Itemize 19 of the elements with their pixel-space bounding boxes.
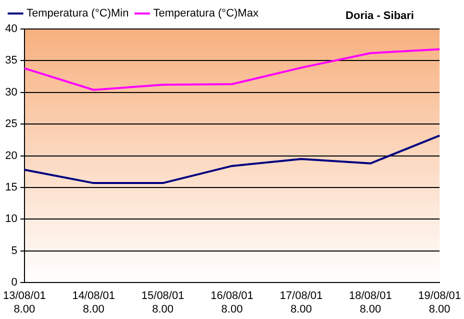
x-tick-label: 16/08/01 8.00 <box>210 290 254 316</box>
y-tick-label: 40 <box>5 23 18 36</box>
y-tick-label: 20 <box>5 150 18 162</box>
y-tick-label: 35 <box>5 54 18 67</box>
y-tick-label: 10 <box>5 213 18 226</box>
y-tick-label: 5 <box>11 244 18 257</box>
x-tick-label: 15/08/01 8.00 <box>141 290 184 316</box>
y-tick-label: 30 <box>5 86 18 98</box>
y-tick-label: 0 <box>11 276 18 289</box>
legend-label: Temperatura (°C)Min <box>26 8 129 20</box>
legend-label: Temperatura (°C)Max <box>153 8 259 20</box>
y-tick-label: 15 <box>5 182 18 194</box>
x-tick-label: 14/08/01 8.00 <box>72 290 116 316</box>
x-tick-label: 18/08/01 8.00 <box>348 290 392 316</box>
chart-title: Doria - Sibari <box>346 10 414 22</box>
x-tick-label: 19/08/01 8.00 <box>418 290 462 316</box>
x-tick-label: 17/08/01 8.00 <box>280 290 323 316</box>
x-tick-label: 13/08/01 8.00 <box>2 290 46 316</box>
y-tick-label: 25 <box>5 118 18 130</box>
